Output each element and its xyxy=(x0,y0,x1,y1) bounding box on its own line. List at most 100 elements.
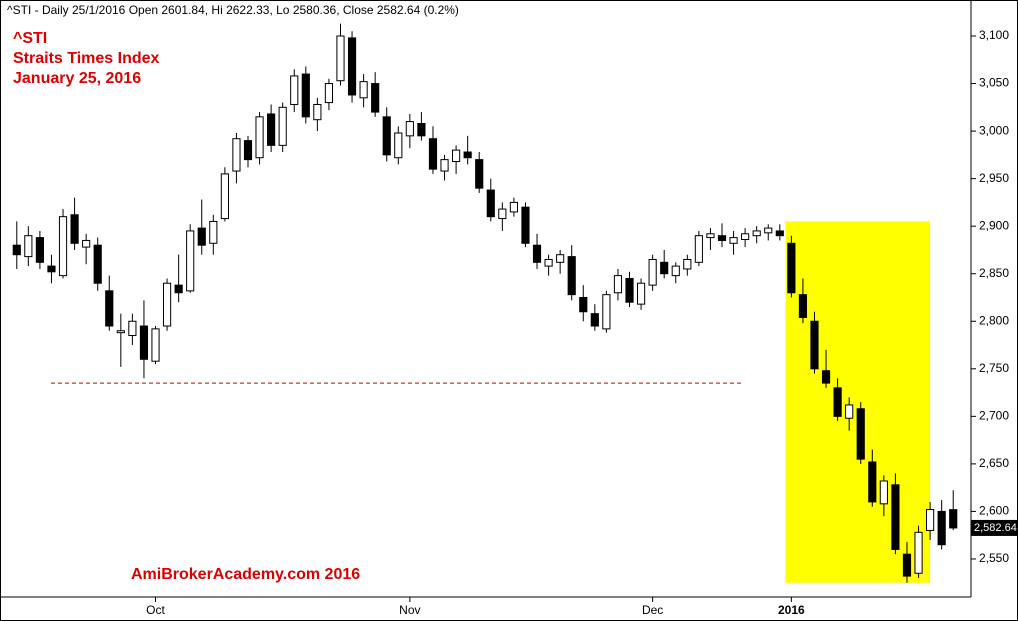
candle-30 xyxy=(360,82,367,98)
y-tick-label: 2,650 xyxy=(979,456,1009,470)
candle-51 xyxy=(603,295,610,329)
candle-6 xyxy=(83,240,90,247)
candle-74 xyxy=(869,462,876,502)
candle-45 xyxy=(533,245,540,262)
candle-79 xyxy=(927,510,934,531)
candle-33 xyxy=(395,133,402,158)
candle-4 xyxy=(59,217,66,276)
candle-26 xyxy=(314,104,321,119)
y-tick-label: 2,550 xyxy=(979,551,1009,565)
candle-36 xyxy=(429,139,436,169)
candle-77 xyxy=(903,554,910,576)
candle-34 xyxy=(406,122,413,136)
candle-31 xyxy=(372,84,379,113)
y-tick-label: 2,700 xyxy=(979,409,1009,423)
candle-80 xyxy=(938,511,945,544)
candle-71 xyxy=(834,388,841,417)
candle-39 xyxy=(464,152,471,158)
candle-49 xyxy=(580,297,587,311)
candle-2 xyxy=(36,238,43,263)
candle-28 xyxy=(337,36,344,81)
candle-13 xyxy=(163,283,170,326)
candle-1 xyxy=(25,236,32,257)
candle-50 xyxy=(591,314,598,326)
candle-58 xyxy=(684,259,691,269)
candle-52 xyxy=(614,276,621,293)
candle-66 xyxy=(776,231,783,236)
y-tick-label: 2,950 xyxy=(979,171,1009,185)
candle-65 xyxy=(765,228,772,233)
candle-27 xyxy=(325,84,332,103)
candle-40 xyxy=(476,160,483,189)
candle-11 xyxy=(140,326,147,359)
candle-5 xyxy=(71,215,78,244)
y-tick-label: 3,100 xyxy=(979,28,1009,42)
y-tick-label: 3,050 xyxy=(979,76,1009,90)
y-tick-label: 2,850 xyxy=(979,266,1009,280)
candle-63 xyxy=(742,234,749,240)
candle-20 xyxy=(244,141,251,160)
candle-16 xyxy=(198,228,205,245)
candle-21 xyxy=(256,117,263,158)
candle-19 xyxy=(233,139,240,171)
candle-73 xyxy=(857,409,864,459)
x-tick-label: Oct xyxy=(146,603,165,617)
candle-8 xyxy=(106,291,113,326)
candle-54 xyxy=(637,283,644,304)
candle-37 xyxy=(441,160,448,171)
candle-41 xyxy=(487,190,494,217)
last-price-label: 2,582.64 xyxy=(974,522,1017,534)
candle-38 xyxy=(453,150,460,161)
x-tick-label: Nov xyxy=(399,603,420,617)
x-tick-label: Dec xyxy=(642,603,663,617)
candle-7 xyxy=(94,245,101,283)
candle-61 xyxy=(718,236,725,241)
candle-24 xyxy=(291,76,298,105)
candle-62 xyxy=(730,238,737,244)
candle-29 xyxy=(348,38,355,95)
candle-57 xyxy=(672,266,679,276)
candle-55 xyxy=(649,259,656,285)
candlestick-chart[interactable]: 2,550 2,600 2,650 2,700 2,750 2,800 2,850 2,900… xyxy=(1,1,1018,621)
highlight-region xyxy=(786,221,931,582)
candle-44 xyxy=(522,207,529,243)
candle-17 xyxy=(210,221,217,243)
candle-72 xyxy=(846,405,853,418)
candle-15 xyxy=(187,231,194,291)
candle-56 xyxy=(661,262,668,273)
y-tick-label: 3,000 xyxy=(979,123,1009,137)
candle-10 xyxy=(129,321,136,335)
candle-3 xyxy=(48,266,55,272)
candle-22 xyxy=(268,114,275,145)
candle-59 xyxy=(695,236,702,263)
candle-14 xyxy=(175,285,182,293)
candle-23 xyxy=(279,107,286,145)
candle-43 xyxy=(510,202,517,212)
candle-76 xyxy=(892,485,899,550)
candle-53 xyxy=(626,278,633,302)
candle-12 xyxy=(152,329,159,361)
y-tick-label: 2,600 xyxy=(979,504,1009,518)
candle-9 xyxy=(117,331,124,333)
candle-60 xyxy=(707,234,714,238)
candle-18 xyxy=(221,174,228,219)
candle-47 xyxy=(557,255,564,263)
candle-48 xyxy=(568,257,575,295)
candle-75 xyxy=(880,481,887,504)
candle-68 xyxy=(799,295,806,318)
candle-32 xyxy=(383,117,390,155)
candle-46 xyxy=(545,259,552,266)
candle-78 xyxy=(915,532,922,573)
candle-67 xyxy=(788,243,795,292)
chart-container: ^STI - Daily 25/1/2016 Open 2601.84, Hi … xyxy=(0,0,1018,621)
candle-69 xyxy=(811,321,818,369)
x-tick-label: 2016 xyxy=(778,603,805,617)
candle-70 xyxy=(822,371,829,383)
y-tick-label: 2,750 xyxy=(979,361,1009,375)
candle-0 xyxy=(13,245,20,255)
candle-64 xyxy=(753,231,760,236)
y-tick-label: 2,900 xyxy=(979,218,1009,232)
y-tick-label: 2,800 xyxy=(979,313,1009,327)
candle-25 xyxy=(302,74,309,117)
candle-42 xyxy=(499,209,506,219)
